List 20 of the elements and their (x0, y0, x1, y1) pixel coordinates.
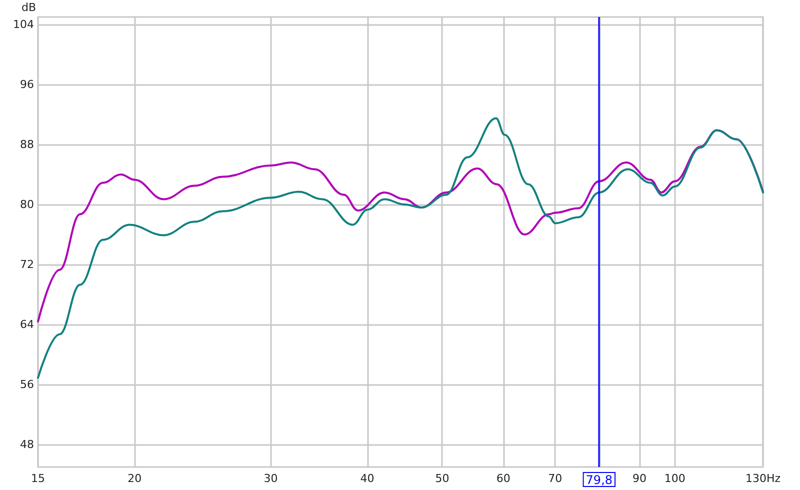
x-tick-label: 60 (496, 472, 510, 485)
x-tick-label: 100 (664, 472, 686, 485)
y-tick-label: 56 (20, 378, 34, 391)
y-tick-label: 80 (20, 198, 34, 211)
x-tick-label: 15 (31, 472, 45, 485)
x-tick-label: 20 (128, 472, 142, 485)
y-tick-label: 96 (20, 78, 34, 91)
y-tick-label: 72 (20, 258, 34, 271)
y-tick-label: 104 (13, 18, 34, 31)
y-tick-label: 64 (20, 318, 34, 331)
y-tick-label: 48 (20, 438, 34, 451)
x-tick-label: 90 (632, 472, 647, 485)
x-tick-label: 50 (435, 472, 450, 485)
x-tick-label: 30 (264, 472, 278, 485)
ref-line-label: 79,8 (586, 473, 613, 487)
y-tick-label: 88 (20, 138, 34, 151)
x-tick-label: 40 (360, 472, 374, 485)
y-axis-title: dB (21, 1, 36, 14)
x-tick-label: 70 (548, 472, 562, 485)
x-tick-label: 130Hz (745, 472, 781, 485)
